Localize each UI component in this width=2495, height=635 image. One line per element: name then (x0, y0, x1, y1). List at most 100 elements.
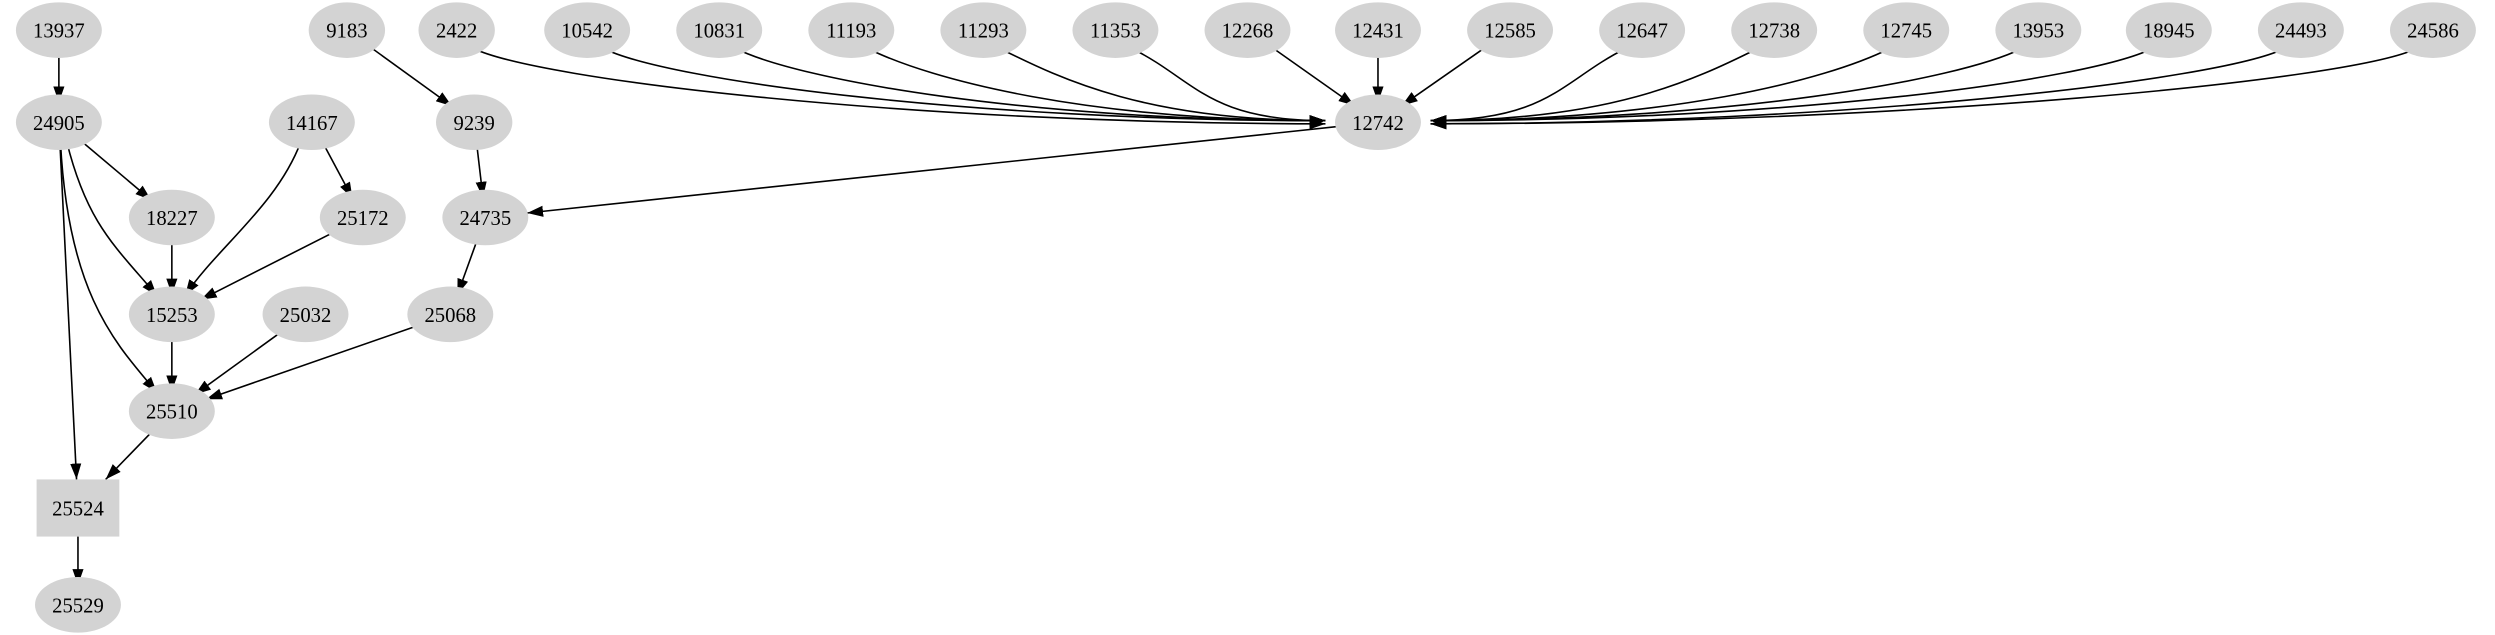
node-label: 15253 (146, 305, 198, 327)
node-label: 9183 (326, 21, 367, 43)
node-14167: 14167 (268, 94, 355, 151)
node-ellipse (15, 2, 102, 58)
node-label: 25068 (424, 305, 476, 327)
node-label: 13953 (2012, 21, 2064, 43)
node-ellipse (1995, 2, 2082, 58)
node-label: 18945 (2143, 21, 2195, 43)
edge-12742-to-24735 (527, 125, 1337, 217)
node-2422: 2422 (418, 2, 495, 58)
edge-24586-to-12742 (1430, 47, 2417, 130)
node-ellipse (2257, 2, 2344, 58)
edge-12585-to-12742 (1401, 46, 1487, 107)
node-9183: 9183 (308, 2, 386, 58)
node-ellipse (407, 286, 494, 343)
node-label: 25524 (52, 499, 104, 521)
node-label: 11353 (1090, 21, 1141, 43)
edge-25172-to-15253 (200, 231, 335, 301)
node-12268: 12268 (1204, 2, 1291, 58)
node-ellipse (1335, 2, 1421, 58)
edge-12647-to-12742 (1430, 47, 1626, 127)
node-label: 25172 (337, 208, 389, 230)
node-25510: 25510 (128, 383, 215, 439)
edge-14167-to-25172 (321, 141, 354, 199)
node-label: 12742 (1352, 113, 1404, 135)
node-label: 10831 (693, 21, 745, 43)
edge-25510-to-25524 (105, 428, 155, 480)
node-label: 14167 (286, 113, 338, 135)
node-label: 25510 (146, 402, 198, 424)
node-25172: 25172 (319, 189, 406, 246)
node-24493: 24493 (2257, 2, 2344, 58)
node-ellipse (128, 383, 215, 439)
node-ellipse (15, 94, 102, 151)
node-label: 13937 (33, 21, 85, 43)
edge-25032-to-25510 (194, 330, 283, 396)
node-10542: 10542 (544, 2, 631, 58)
node-label: 24586 (2407, 21, 2459, 43)
node-ellipse (544, 2, 631, 58)
edge-25068-to-25510 (205, 325, 417, 400)
node-label: 12585 (1484, 21, 1536, 43)
node-ellipse (262, 286, 349, 343)
node-ellipse (418, 2, 495, 58)
node-label: 25529 (52, 595, 104, 617)
node-ellipse (1599, 2, 1686, 58)
edge-12745-to-12742 (1430, 47, 1891, 127)
node-ellipse (1072, 2, 1159, 58)
node-25524: 25524 (36, 479, 120, 537)
node-box (36, 479, 120, 537)
node-24586: 24586 (2389, 2, 2476, 58)
node-ellipse (35, 577, 121, 633)
edges-layer (53, 45, 2417, 585)
node-label: 24493 (2275, 21, 2327, 43)
edge-11293-to-12742 (999, 47, 1326, 127)
edge-11193-to-12742 (867, 47, 1326, 127)
node-ellipse (308, 2, 386, 58)
node-24735: 24735 (442, 189, 529, 246)
node-label: 12738 (1748, 21, 1800, 43)
node-label: 24735 (459, 208, 511, 230)
node-ellipse (435, 94, 513, 151)
node-25529: 25529 (35, 577, 121, 633)
node-label: 25032 (280, 305, 332, 327)
node-12431: 12431 (1335, 2, 1421, 58)
node-ellipse (1467, 2, 1554, 58)
edge-10542-to-12742 (603, 47, 1326, 127)
node-11193: 11193 (808, 2, 895, 58)
edge-24905-to-15253 (66, 141, 158, 297)
edge-9239-to-24735 (475, 141, 487, 198)
node-label: 12647 (1616, 21, 1668, 43)
node-18227: 18227 (128, 189, 215, 246)
nodes-layer: 13937 9183 2422 10542 10831 11193 11293 11353 12… (15, 2, 2476, 633)
node-ellipse (2125, 2, 2212, 58)
node-25068: 25068 (407, 286, 494, 343)
node-ellipse (1335, 94, 1421, 151)
node-18945: 18945 (2125, 2, 2212, 58)
node-ellipse (940, 2, 1027, 58)
node-label: 11293 (958, 21, 1009, 43)
edge-2422-to-12742 (472, 47, 1326, 130)
node-ellipse (1731, 2, 1818, 58)
edge-10831-to-12742 (735, 47, 1326, 127)
node-label: 18227 (146, 208, 198, 230)
node-ellipse (808, 2, 895, 58)
node-ellipse (128, 189, 215, 246)
node-15253: 15253 (128, 286, 215, 343)
edge-9183-to-9239 (368, 45, 453, 107)
edge-24905-to-18227 (79, 139, 152, 201)
node-12745: 12745 (1863, 2, 1950, 58)
node-ellipse (319, 189, 406, 246)
edge-24735-to-25068 (456, 236, 479, 296)
node-10831: 10831 (676, 2, 763, 58)
node-label: 12268 (1222, 21, 1274, 43)
node-12647: 12647 (1599, 2, 1686, 58)
edge-24905-to-25510 (59, 142, 158, 394)
node-12738: 12738 (1731, 2, 1818, 58)
node-label: 11193 (826, 21, 876, 43)
edge-12738-to-12742 (1430, 47, 1759, 127)
node-label: 24905 (33, 113, 85, 135)
node-label: 2422 (436, 21, 477, 43)
node-ellipse (128, 286, 215, 343)
node-24905: 24905 (15, 94, 102, 151)
